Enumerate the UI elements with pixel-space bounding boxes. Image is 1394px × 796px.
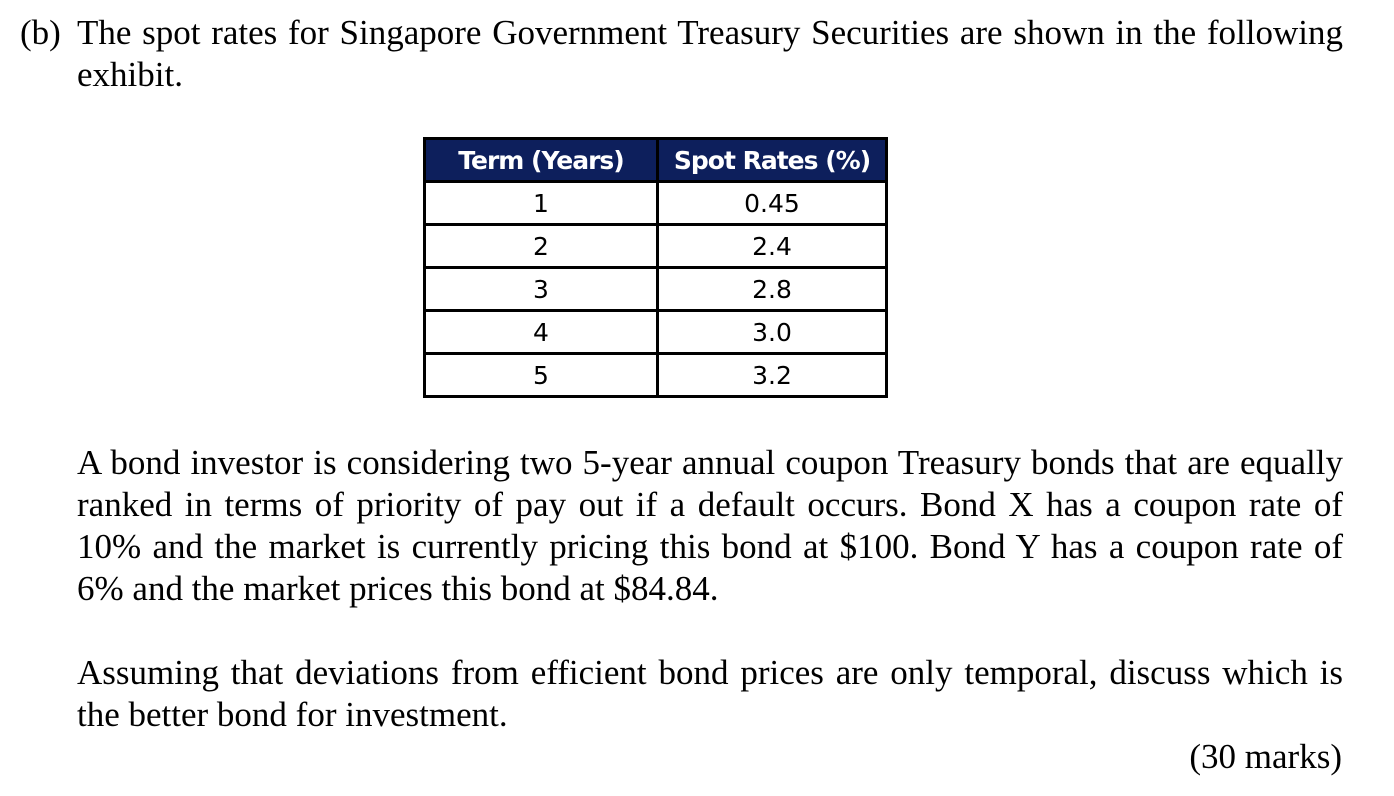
- table-row: 3 2.8: [423, 266, 888, 312]
- question-intro: The spot rates for Singapore Government …: [77, 13, 1343, 94]
- spot-rate-cell: 3.2: [656, 352, 888, 398]
- term-cell: 2: [423, 223, 659, 269]
- term-cell: 1: [423, 180, 659, 226]
- table-header-row: Term (Years) Spot Rates (%): [423, 137, 888, 183]
- question-prompt-paragraph: Assuming that deviations from efficient …: [77, 653, 1343, 734]
- header-spot-rate: Spot Rates (%): [656, 137, 888, 183]
- question-label: (b): [20, 13, 61, 52]
- term-cell: 4: [423, 309, 659, 355]
- bond-scenario-paragraph: A bond investor is considering two 5-yea…: [77, 443, 1343, 608]
- table-row: 2 2.4: [423, 223, 888, 269]
- spot-rate-cell: 0.45: [656, 180, 888, 226]
- spot-rates-table: Term (Years) Spot Rates (%) 1 0.45 2 2.4…: [423, 137, 888, 398]
- term-cell: 3: [423, 266, 659, 312]
- spot-rate-cell: 2.8: [656, 266, 888, 312]
- table-row: 1 0.45: [423, 180, 888, 226]
- spot-rate-cell: 2.4: [656, 223, 888, 269]
- term-cell: 5: [423, 352, 659, 398]
- marks-label: (30 marks): [1189, 737, 1342, 776]
- header-term: Term (Years): [423, 137, 659, 183]
- spot-rate-cell: 3.0: [656, 309, 888, 355]
- table-row: 5 3.2: [423, 352, 888, 398]
- table-row: 4 3.0: [423, 309, 888, 355]
